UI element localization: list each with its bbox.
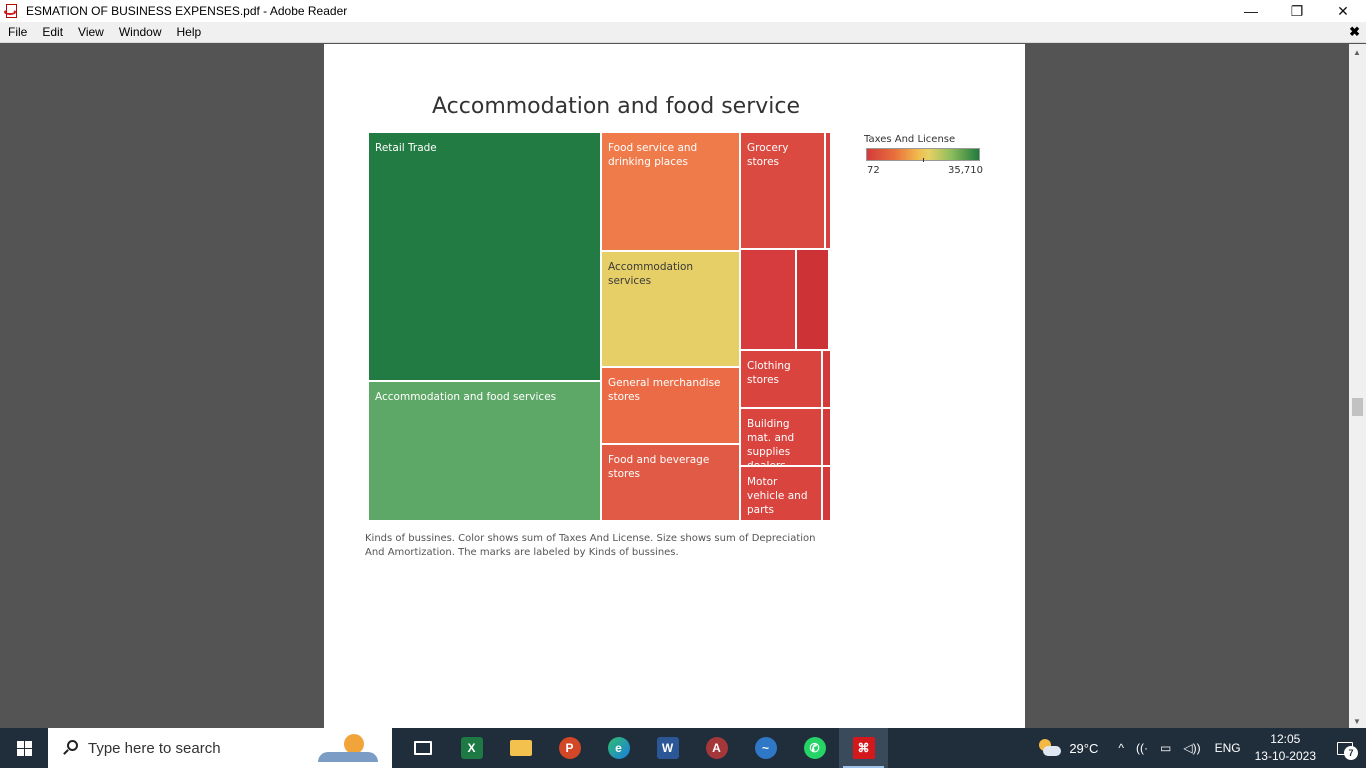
system-tray: 29°C ^ ((· ▭ ◁)) ENG 12:05 13-10-2023 7 [1037,728,1366,768]
legend-title: Taxes And License [864,134,956,145]
treemap-cell-label: General merchandise stores [608,377,721,403]
notification-count: 7 [1344,746,1358,760]
treemap-cell: Food service and drinking places [601,132,740,251]
menu-view[interactable]: View [78,25,104,39]
pdf-page: Accommodation and food service Retail Tr… [324,44,1025,728]
treemap-cell [796,249,829,350]
treemap-cell: Accommodation and food services [368,381,601,521]
powerpoint-icon: P [558,737,581,759]
restore-button[interactable]: ❐ [1290,2,1304,19]
treemap-chart: Retail Trade Accommodation and food servi… [368,132,831,521]
task-view-icon [413,741,432,755]
excel-icon: X [460,737,483,759]
close-document-icon[interactable]: ✖ [1349,24,1360,39]
treemap-cell: Motor vehicle and parts [740,466,822,521]
wifi-icon[interactable]: ((· [1136,741,1149,755]
scroll-up-icon[interactable]: ▲ [1353,48,1361,57]
treemap-cell-label: Food and beverage stores [608,454,710,480]
menu-file[interactable]: File [8,25,28,39]
treemap-cell [740,249,796,350]
treemap-cell-label: Food service and drinking places [608,142,698,168]
start-button[interactable] [0,728,48,768]
treemap-cell: Building mat. and supplies dealers [740,408,822,472]
excel-button[interactable]: X [447,728,496,768]
menu-edit[interactable]: Edit [42,25,64,39]
app-icon: ~ [754,737,777,759]
chart-caption: Kinds of bussines. Color shows sum of Ta… [365,533,816,558]
treemap-cell [822,408,831,466]
powerpoint-button[interactable]: P [545,728,594,768]
clock-time: 12:05 [1270,732,1301,746]
word-button[interactable]: W [643,728,692,768]
show-hidden-icons-icon[interactable]: ^ [1118,741,1125,755]
chart-title: Accommodation and food service [432,94,801,119]
treemap-cell-label: Clothing stores [747,360,791,386]
edge-button[interactable]: e [594,728,643,768]
treemap-cell-label: Motor vehicle and parts [747,476,808,516]
treemap-cell-label: Accommodation and food services [375,391,557,403]
taskbar-search[interactable]: Type here to search [48,728,392,768]
window-title: ESMATION OF BUSINESS EXPENSES.pdf - Adob… [26,4,348,18]
file-explorer-button[interactable] [496,728,545,768]
treemap-cell: Grocery stores [740,132,825,249]
language-indicator[interactable]: ENG [1214,741,1241,755]
window-controls: — ❐ ✕ [1228,0,1366,22]
adobe-reader-icon [4,3,20,19]
treemap-cell: Retail Trade [368,132,601,381]
access-icon: A [705,737,728,759]
app-button[interactable]: ~ [741,728,790,768]
legend-gradient [866,148,980,162]
acrobat-button[interactable]: ⌘ [839,728,888,768]
battery-icon[interactable]: ▭ [1160,741,1172,755]
search-highlight-icon [318,734,378,762]
partly-cloudy-icon [1037,738,1062,758]
treemap-cell: General merchandise stores [601,367,740,444]
weather-temperature: 29°C [1069,740,1099,756]
search-icon [62,740,78,756]
access-button[interactable]: A [692,728,741,768]
notification-center-button[interactable]: 7 [1330,728,1360,768]
treemap-cell: Food and beverage stores [601,444,740,521]
whatsapp-button[interactable]: ✆ [790,728,839,768]
minimize-button[interactable]: — [1244,3,1258,19]
clock[interactable]: 12:05 13-10-2023 [1255,731,1316,765]
word-icon: W [656,737,679,759]
scroll-thumb[interactable] [1352,398,1363,416]
treemap-cell-label: Grocery stores [747,142,789,168]
treemap-cell [822,466,831,521]
legend-max: 35,710 [948,165,983,176]
volume-icon[interactable]: ◁)) [1183,741,1201,755]
treemap-cell [825,132,831,249]
clock-date: 13-10-2023 [1254,749,1316,763]
task-view-button[interactable] [398,728,447,768]
file-explorer-icon [509,740,532,756]
whatsapp-icon: ✆ [803,737,826,759]
legend-min: 72 [867,165,880,176]
windows-logo-icon [16,740,32,756]
menu-window[interactable]: Window [118,25,162,39]
scroll-down-icon[interactable]: ▼ [1353,717,1361,726]
treemap-cell [822,350,831,408]
treemap-cell: Clothing stores [740,350,822,408]
treemap-cell-label: Retail Trade [375,142,437,154]
search-placeholder: Type here to search [88,739,221,757]
weather-widget[interactable]: 29°C [1037,738,1098,758]
treemap-cell-label: Accommodation services [608,261,694,287]
title-bar: ESMATION OF BUSINESS EXPENSES.pdf - Adob… [0,0,1366,22]
menu-bar: File Edit View Window Help ✖ [0,22,1366,43]
color-legend: Taxes And License 72 35,710 [864,134,984,176]
acrobat-icon: ⌘ [852,737,875,759]
taskbar: Type here to search X P e W A ~ ✆ ⌘ 29°C… [0,728,1366,768]
vertical-scrollbar[interactable]: ▲ ▼ [1349,44,1366,728]
edge-icon: e [607,737,630,759]
menu-help[interactable]: Help [176,25,202,39]
close-button[interactable]: ✕ [1337,2,1349,19]
treemap-cell-label: Building mat. and supplies dealers [747,418,795,472]
treemap-cell: Accommodation services [601,251,740,367]
